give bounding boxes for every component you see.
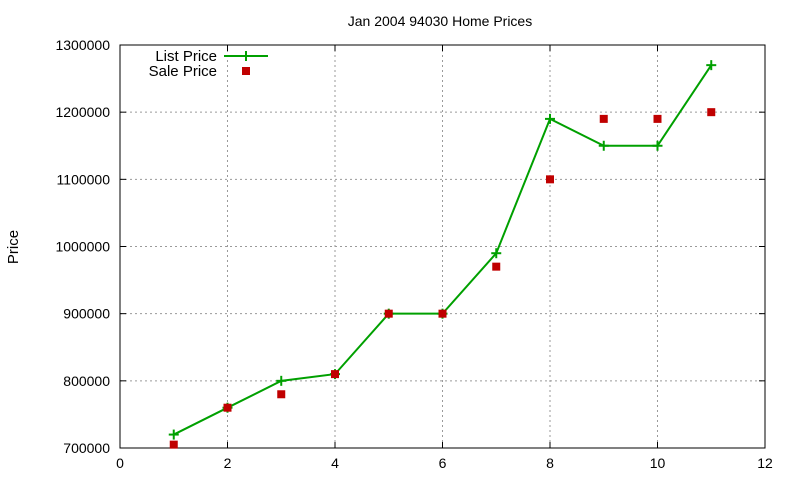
sale-price-point <box>169 440 178 449</box>
x-tick-label: 6 <box>439 455 447 471</box>
legend-square-marker-icon <box>242 67 250 75</box>
y-tick-label: 800000 <box>63 373 110 389</box>
sale-price-point <box>653 114 662 123</box>
x-tick-label: 0 <box>116 455 124 471</box>
series-layer <box>168 60 717 449</box>
legend-label-list-price: List Price <box>155 48 217 65</box>
sale-price-point <box>492 262 501 271</box>
y-tick-label: 1100000 <box>57 171 111 187</box>
chart-title: Jan 2004 94030 Home Prices <box>348 13 532 29</box>
legend-label-sale-price: Sale Price <box>149 63 217 80</box>
sale-price-point <box>331 370 339 379</box>
sale-price-point <box>277 390 286 399</box>
x-tick-label: 10 <box>650 455 666 471</box>
x-tick-label: 4 <box>331 455 339 471</box>
grid-lines <box>120 45 765 448</box>
list-price-point <box>598 140 609 151</box>
axis-ticks <box>119 44 766 449</box>
y-axis-label: Price <box>5 230 22 264</box>
legend: List Price Sale Price <box>149 48 268 80</box>
sale-price-point <box>546 175 554 184</box>
list-price-point <box>706 60 717 71</box>
sale-price-point <box>223 403 232 412</box>
x-tick-label: 12 <box>757 455 773 471</box>
list-price-point <box>168 429 179 440</box>
sale-price-point <box>384 309 393 318</box>
y-tick-label: 1000000 <box>55 239 110 255</box>
sale-price-point <box>599 114 608 123</box>
list-price-point <box>491 248 502 259</box>
y-tick-label: 1200000 <box>55 104 110 120</box>
y-tick-label: 700000 <box>63 440 110 456</box>
y-tick-label: 1300000 <box>55 37 110 53</box>
list-price-point <box>545 113 555 124</box>
x-tick-label: 8 <box>546 455 554 471</box>
sale-price-point <box>438 309 447 318</box>
x-tick-label: 2 <box>224 455 232 471</box>
list-price-point <box>276 375 287 386</box>
legend-plus-marker-icon <box>241 51 251 61</box>
y-tick-label: 900000 <box>63 306 110 322</box>
list-price-point <box>652 140 663 151</box>
sale-price-point <box>707 108 716 117</box>
